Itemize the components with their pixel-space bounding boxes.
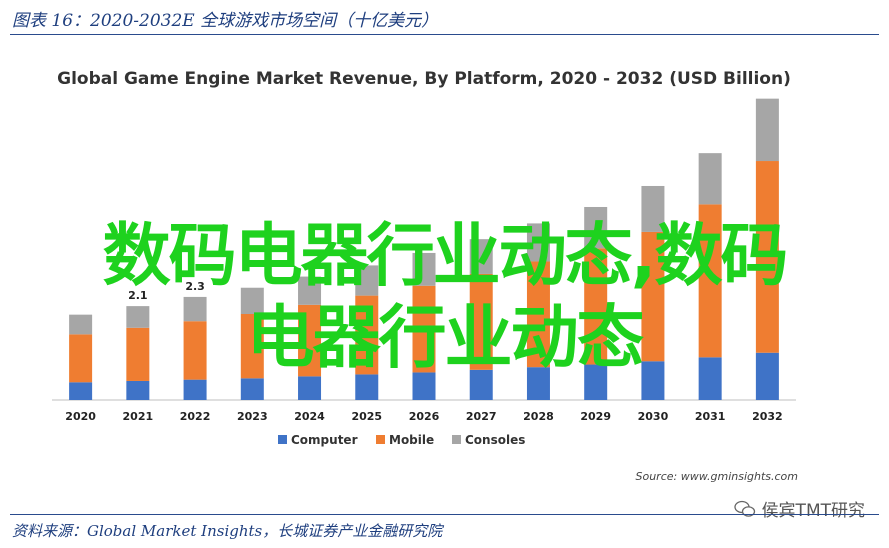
- bar-segment-consoles-2021: [126, 306, 150, 328]
- x-tick-label-2028: 2028: [523, 410, 554, 423]
- bar-segment-consoles-2030: [641, 185, 665, 232]
- bar-segment-consoles-2031: [698, 153, 722, 205]
- bar-segment-mobile-2020: [69, 334, 93, 383]
- legend-label-mobile: Mobile: [389, 433, 434, 447]
- bar-segment-consoles-2029: [584, 206, 608, 249]
- x-tick-label-2031: 2031: [695, 410, 726, 423]
- legend-label-consoles: Consoles: [465, 433, 525, 447]
- bar-segment-mobile-2021: [126, 327, 150, 381]
- source-footer: 资料来源：Global Market Insights，长城证券产业金融研究院: [12, 522, 443, 540]
- x-tick-label-2021: 2021: [123, 410, 154, 423]
- bar-segment-mobile-2030: [641, 231, 665, 362]
- chart-source-note: Source: www.gminsights.com: [635, 470, 798, 483]
- bar-segment-consoles-2027: [469, 239, 493, 274]
- bar-segment-mobile-2024: [298, 304, 322, 377]
- legend-swatch-mobile: [376, 435, 385, 444]
- bar-segment-mobile-2023: [240, 313, 264, 379]
- wechat-icon: [733, 500, 755, 517]
- bar-segment-computer-2020: [69, 382, 93, 400]
- bar-segment-consoles-2023: [240, 287, 264, 314]
- legend-label-computer: Computer: [291, 433, 358, 447]
- bar-segment-consoles-2022: [183, 296, 207, 322]
- bar-segment-consoles-2024: [298, 276, 322, 305]
- bar-segment-computer-2032: [755, 352, 779, 400]
- bar-segment-computer-2029: [584, 364, 608, 400]
- data-label-2022: 2.3: [185, 280, 205, 293]
- bar-segment-computer-2024: [298, 376, 322, 400]
- legend-swatch-consoles: [452, 435, 461, 444]
- x-tick-label-2032: 2032: [752, 410, 783, 423]
- bar-segment-computer-2031: [698, 357, 722, 400]
- bar-segment-computer-2026: [412, 372, 436, 400]
- x-tick-label-2027: 2027: [466, 410, 497, 423]
- x-tick-label-2030: 2030: [638, 410, 669, 423]
- wechat-account-name: 侯宾TMT研究: [761, 501, 865, 521]
- bar-segment-computer-2021: [126, 380, 150, 400]
- bar-segment-consoles-2025: [355, 265, 379, 296]
- footer-divider: [10, 514, 879, 515]
- wechat-tag: 侯宾TMT研究: [733, 496, 865, 521]
- bar-segment-mobile-2031: [698, 204, 722, 358]
- bar-segment-consoles-2032: [755, 98, 779, 162]
- x-tick-label-2020: 2020: [65, 410, 96, 423]
- bar-segment-computer-2030: [641, 361, 665, 400]
- bar-segment-mobile-2028: [526, 261, 550, 368]
- x-tick-label-2022: 2022: [180, 410, 211, 423]
- bar-segment-computer-2028: [526, 367, 550, 400]
- x-tick-label-2023: 2023: [237, 410, 268, 423]
- bar-segment-computer-2022: [183, 379, 207, 400]
- bar-segment-mobile-2027: [469, 273, 493, 370]
- data-label-2021: 2.1: [128, 289, 148, 302]
- x-tick-label-2026: 2026: [409, 410, 440, 423]
- bar-segment-consoles-2026: [412, 252, 436, 286]
- x-tick-label-2029: 2029: [580, 410, 611, 423]
- x-tick-label-2025: 2025: [351, 410, 382, 423]
- figure-caption: 图表 16：2020-2032E 全球游戏市场空间（十亿美元）: [12, 11, 439, 31]
- bar-segment-computer-2027: [469, 369, 493, 400]
- chart-title: Global Game Engine Market Revenue, By Pl…: [57, 69, 791, 89]
- x-tick-label-2024: 2024: [294, 410, 325, 423]
- bar-segment-mobile-2025: [355, 295, 379, 375]
- legend-swatch-computer: [278, 435, 287, 444]
- bar-segment-consoles-2028: [526, 223, 550, 262]
- bar-segment-mobile-2029: [584, 248, 608, 365]
- bar-segment-mobile-2022: [183, 321, 207, 380]
- caption-divider: [10, 34, 879, 35]
- bar-segment-consoles-2020: [69, 314, 93, 335]
- bar-segment-mobile-2026: [412, 285, 436, 373]
- bar-segment-computer-2023: [240, 378, 264, 400]
- bar-segment-computer-2025: [355, 374, 379, 400]
- bar-segment-mobile-2032: [755, 161, 779, 353]
